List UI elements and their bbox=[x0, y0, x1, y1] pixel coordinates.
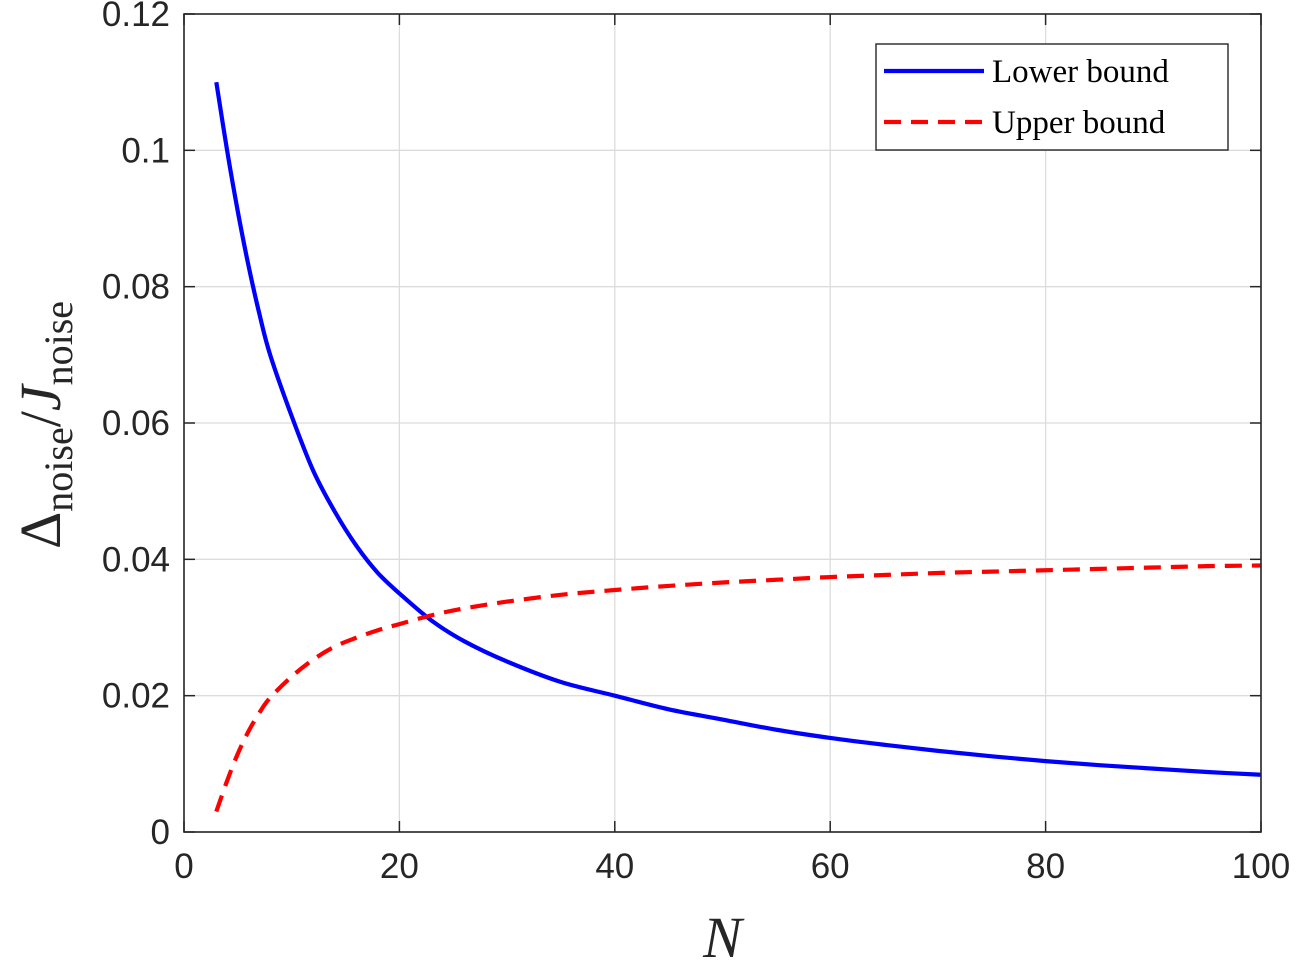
x-tick-label: 60 bbox=[811, 847, 850, 886]
legend: Lower bound Upper bound bbox=[875, 43, 1229, 151]
series-line-lower-bound bbox=[214, 81, 1262, 777]
y-axis-label-delta-subscript: noise bbox=[36, 427, 81, 511]
y-tick-label: 0 bbox=[151, 813, 170, 852]
x-axis-label: N bbox=[702, 905, 745, 961]
y-axis-label-j-subscript: noise bbox=[36, 301, 81, 385]
series-line-upper-bound bbox=[214, 563, 1262, 813]
y-axis-label-j: J bbox=[8, 382, 73, 411]
x-tick-label: 20 bbox=[380, 847, 419, 886]
y-tick-label: 0.06 bbox=[102, 404, 170, 443]
y-tick-label: 0.12 bbox=[102, 0, 170, 34]
y-tick-label: 0.08 bbox=[102, 268, 170, 307]
series-layer bbox=[214, 81, 1262, 813]
y-axis-label-delta: Δ bbox=[8, 512, 73, 549]
legend-label: Lower bound bbox=[992, 54, 1169, 90]
legend-label: Upper bound bbox=[992, 105, 1166, 141]
grid bbox=[183, 13, 1262, 833]
y-tick-label: 0.04 bbox=[102, 540, 170, 579]
y-axis-label: Δnoise/Jnoise bbox=[8, 301, 81, 549]
x-tick-label: 0 bbox=[174, 847, 193, 886]
x-tick-label: 40 bbox=[595, 847, 634, 886]
y-tick-label: 0.1 bbox=[121, 131, 170, 170]
ticks bbox=[183, 13, 1262, 833]
legend-entries: Lower bound Upper bound bbox=[884, 54, 1169, 141]
y-axis-label-separator: / bbox=[8, 410, 73, 427]
x-tick-label: 100 bbox=[1232, 847, 1290, 886]
x-tick-label: 80 bbox=[1026, 847, 1065, 886]
legend-box bbox=[875, 43, 1229, 151]
tick-labels: 0 20 40 60 80 100 0 0.02 0.04 0.06 0.08 0.1 0.12 bbox=[102, 0, 1290, 886]
y-tick-label: 0.02 bbox=[102, 677, 170, 716]
